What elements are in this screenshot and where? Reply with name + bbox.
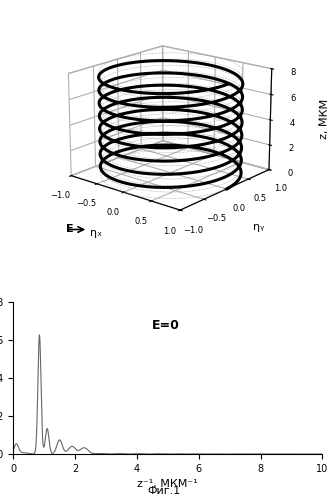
Text: E=0: E=0 xyxy=(152,319,180,332)
Text: E: E xyxy=(66,224,74,234)
X-axis label: ηₓ: ηₓ xyxy=(90,228,102,238)
X-axis label: z⁻¹, МКМ⁻¹: z⁻¹, МКМ⁻¹ xyxy=(138,480,198,490)
Y-axis label: ηᵧ: ηᵧ xyxy=(253,222,264,232)
Text: Фиг.1: Фиг.1 xyxy=(148,486,181,496)
